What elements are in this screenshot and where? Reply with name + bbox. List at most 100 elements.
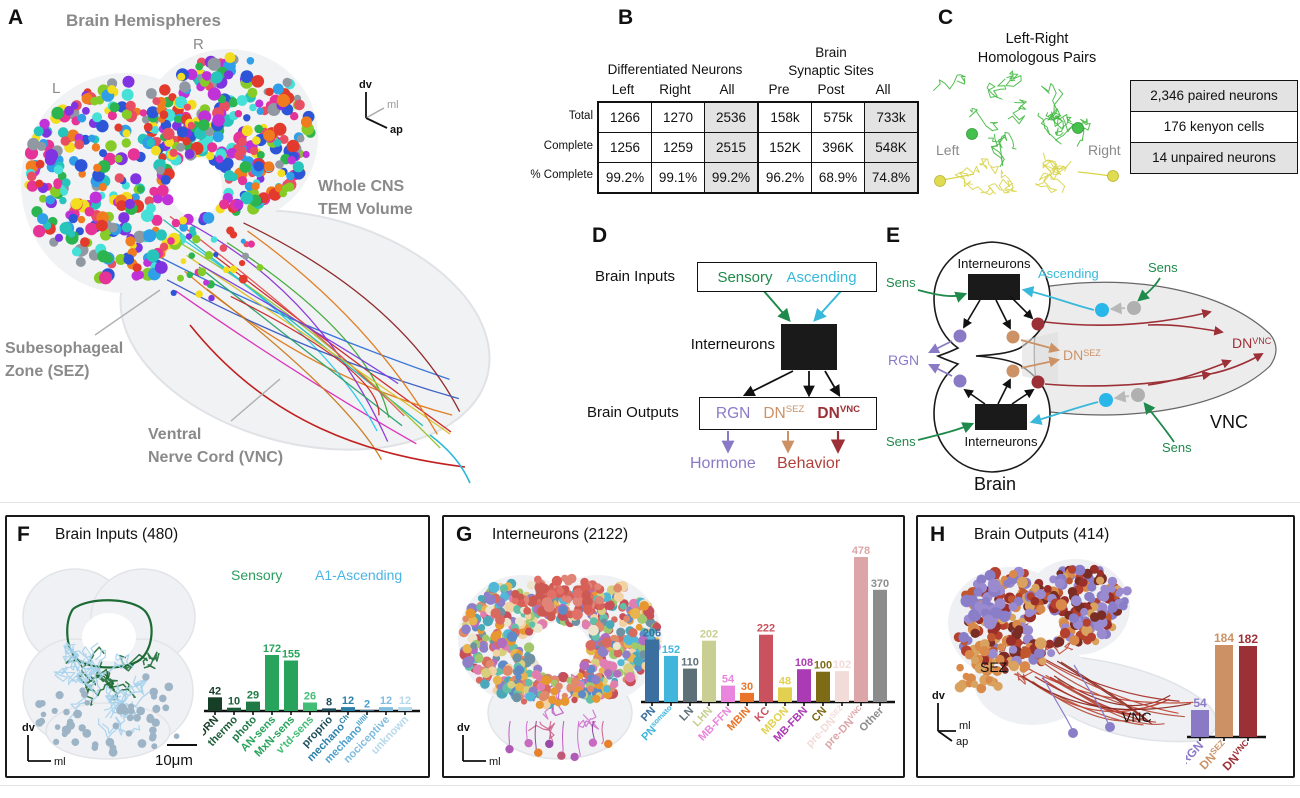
row-label-complete: Complete [543, 140, 593, 152]
divider-top [0, 502, 1300, 503]
svg-text:110: 110 [681, 657, 699, 669]
cell: 99.1% [651, 162, 705, 194]
svg-text:8: 8 [326, 696, 332, 708]
cell: 1256 [597, 132, 652, 163]
interneurons-top-box [968, 274, 1020, 300]
cell: 99.2% [597, 162, 652, 194]
volume-label: Whole CNS TEM Volume [318, 178, 413, 218]
cell: 158k [757, 101, 812, 133]
vnc-leader-line [230, 378, 281, 422]
stat-unpaired-neurons: 14 unpaired neurons [1131, 143, 1297, 173]
svg-text:54: 54 [722, 674, 735, 686]
scale-bar: 10μm [155, 744, 197, 769]
stat-paired-neurons: 2,346 paired neurons [1131, 81, 1297, 112]
svg-text:54: 54 [1193, 696, 1207, 710]
axis-ml-label: ml [54, 756, 66, 768]
interneurons-chart: 206 PN 152 PNsomato 110 LN 202 LHN 54 MB-FFN 30 MBI… [639, 543, 897, 777]
brain-inputs-rendering [22, 568, 196, 760]
panel-a: A Brain Hemispheres L R dv ml ap Whole C… [0, 0, 600, 500]
divider-bottom [0, 785, 1300, 786]
svg-text:48: 48 [779, 675, 791, 687]
panel-d: D Brain Inputs Sensory Ascending Interne… [585, 224, 895, 494]
cell: 96.2% [757, 162, 812, 194]
col-header-pre: Pre [768, 82, 790, 97]
axis-indicator-f: dv ml [22, 722, 66, 768]
axis-ap-label: ap [956, 736, 968, 748]
sens-top-left-label: Sens [886, 275, 916, 290]
panel-c-letter: C [938, 6, 954, 29]
panel-h-letter: H [930, 523, 946, 546]
panel-a-letter: A [8, 6, 24, 29]
vnc-label: Ventral Nerve Cord (VNC) [148, 426, 284, 466]
axis-dv-label: dv [359, 79, 373, 91]
svg-text:2: 2 [364, 698, 370, 710]
axis-ml-label: ml [959, 720, 971, 732]
brain-outputs-label: Brain Outputs [587, 404, 679, 421]
table-row: 1256 1259 2515 152K 396K 548K [597, 132, 919, 163]
cell: 733k [864, 101, 919, 133]
svg-text:12: 12 [380, 695, 392, 707]
panel-h-title: Brain Outputs (414) [974, 526, 1110, 543]
cell: 152K [757, 132, 812, 163]
behavior-label: Behavior [777, 455, 841, 472]
sez-region-label: SEZ [980, 659, 1008, 675]
label-right-hemisphere: R [193, 36, 204, 53]
sensory-label: Sensory [717, 268, 773, 286]
dn-vnc-label: DNVNC [817, 403, 861, 423]
svg-text:184: 184 [1214, 631, 1234, 645]
table-row: 1266 1270 2536 158k 575k 733k [597, 101, 919, 133]
cns-volume-rendering [21, 49, 491, 484]
cell: 68.9% [811, 162, 865, 194]
panel-f-title: Brain Inputs (480) [55, 526, 179, 543]
svg-text:206: 206 [643, 628, 661, 640]
svg-text:100: 100 [814, 660, 832, 672]
svg-text:30: 30 [741, 681, 753, 693]
svg-text:29: 29 [247, 690, 259, 702]
sens-bottom-right-label: Sens [1162, 440, 1192, 455]
rgn-label: RGN [715, 404, 751, 422]
svg-text:108: 108 [795, 657, 813, 669]
axis-ap-label: ap [390, 124, 403, 136]
vnc-region-label: VNC [1122, 709, 1152, 725]
svg-text:10: 10 [228, 696, 240, 708]
legend-a1-ascending: A1-Ascending [315, 567, 403, 583]
col-header-left: Left [611, 82, 635, 97]
panel-b-letter: B [618, 6, 634, 29]
sez-leader-line [94, 289, 161, 336]
col-header-all1: All [719, 82, 735, 97]
sez-label: Subesophageal Zone (SEZ) [5, 340, 124, 380]
group-header-synaptic: Brain Synaptic Sites [788, 45, 874, 78]
interneurons-bottom-label: Interneurons [965, 434, 1038, 449]
label-left-hemisphere: L [52, 80, 61, 97]
interneurons-box [781, 324, 837, 370]
legend-sensory: Sensory [231, 567, 283, 583]
cell: 396K [811, 132, 865, 163]
svg-text:202: 202 [700, 629, 718, 641]
svg-text:102: 102 [833, 659, 851, 671]
cell: 99.2% [704, 162, 759, 194]
cell: 74.8% [864, 162, 919, 194]
row-label-pct: % Complete [530, 169, 593, 181]
cell: 2515 [704, 132, 759, 163]
cell: 2536 [704, 101, 759, 133]
panel-g: G Interneurons (2122) 206 PN 152 PNsomato 11… [442, 515, 905, 778]
rgn-label: RGN [888, 352, 919, 368]
group-header-differentiated: Differentiated Neurons [607, 62, 743, 77]
sens-bottom-left-label: Sens [886, 434, 916, 449]
cell: 1259 [651, 132, 705, 163]
svg-text:172: 172 [263, 643, 281, 655]
panel-e-letter: E [886, 224, 901, 247]
panel-h: H Brain Outputs (414) SEZ VNC 54 RGN 184 DN… [916, 515, 1295, 778]
completion-table: 1266 1270 2536 158k 575k 733k 1256 1259 … [597, 101, 919, 194]
svg-text:12: 12 [399, 695, 411, 707]
stat-kenyon-cells: 176 kenyon cells [1131, 112, 1297, 143]
vnc-region-label: VNC [1210, 412, 1248, 432]
homologous-pair-sketch [932, 70, 1119, 196]
panel-e: E Interneurons Interneurons RGN [880, 224, 1300, 496]
cell: 1270 [651, 101, 705, 133]
brain-outputs-box: RGN DNSEZ DNVNC [699, 397, 877, 430]
brain-vnc-schematic: Interneurons Interneurons RGN DNSEZ DNVN… [886, 241, 1277, 494]
svg-text:152: 152 [662, 644, 680, 656]
panel-f: F Brain Inputs (480) Sensory A1-Ascendin… [5, 515, 430, 778]
